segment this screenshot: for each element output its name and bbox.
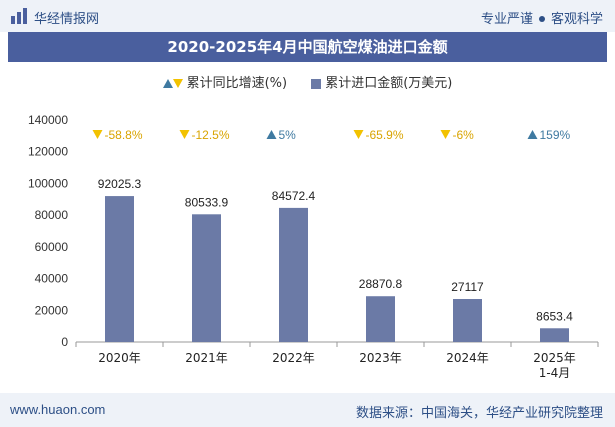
x-tick-label: 2025年 bbox=[533, 351, 576, 365]
logo-icon bbox=[11, 8, 27, 24]
top-bar: 华经情报网 专业严谨 客观科学 bbox=[0, 0, 615, 32]
x-tick-label: 2020年 bbox=[98, 351, 141, 365]
growth-label: -6% bbox=[453, 128, 475, 142]
x-tick-label: 2023年 bbox=[359, 351, 402, 365]
legend: 累计同比增速(%) 累计进口金额(万美元) bbox=[0, 72, 615, 91]
y-tick-label: 140000 bbox=[28, 113, 68, 127]
legend-bar-swatch bbox=[311, 78, 322, 89]
y-tick-label: 20000 bbox=[35, 303, 69, 317]
tagline-right: 客观科学 bbox=[550, 12, 603, 27]
bar bbox=[192, 214, 221, 342]
bar-value-label: 28870.8 bbox=[359, 277, 403, 291]
growth-down-icon bbox=[440, 130, 451, 139]
brand-name: 华经情报网 bbox=[34, 12, 100, 27]
footer: www.huaon.com 数据来源：中国海关，华经产业研究院整理 bbox=[0, 393, 615, 427]
growth-label: 5% bbox=[279, 128, 297, 142]
growth-label: 159% bbox=[540, 128, 571, 142]
x-tick-label: 1-4月 bbox=[539, 366, 571, 380]
bar bbox=[366, 296, 395, 342]
bar-value-label: 84572.4 bbox=[272, 189, 316, 203]
bar bbox=[105, 196, 134, 342]
y-tick-label: 40000 bbox=[35, 272, 69, 286]
legend-amount-label: 累计进口金额(万美元) bbox=[325, 76, 453, 91]
triangle-up-icon bbox=[162, 79, 173, 88]
x-tick-label: 2024年 bbox=[446, 351, 489, 365]
bar-chart: 0 20000 40000 60000 80000 100000 120000 140000 9… bbox=[28, 113, 599, 380]
chart-title: 2020-2025年4月中国航空煤油进口金额 bbox=[167, 38, 448, 56]
dot-separator-icon bbox=[538, 15, 545, 22]
legend-growth-label: 累计同比增速(%) bbox=[186, 76, 288, 91]
bar-value-label: 92025.3 bbox=[98, 177, 142, 191]
y-tick-label: 120000 bbox=[28, 145, 68, 159]
growth-up-icon bbox=[527, 130, 538, 139]
growth-down-icon bbox=[179, 130, 190, 139]
bar bbox=[279, 207, 308, 342]
y-tick-label: 0 bbox=[61, 335, 68, 349]
footer-source: 数据来源：中国海关，华经产业研究院整理 bbox=[355, 406, 603, 421]
footer-site: www.huaon.com bbox=[10, 402, 106, 417]
bar bbox=[540, 328, 569, 342]
y-tick-label: 80000 bbox=[35, 208, 69, 222]
legend-growth: 累计同比增速(%) bbox=[162, 72, 288, 91]
tagline-left: 专业严谨 bbox=[480, 12, 533, 27]
tagline: 专业严谨 客观科学 bbox=[481, 8, 603, 27]
title-bar: 2020-2025年4月中国航空煤油进口金额 bbox=[8, 32, 607, 62]
triangle-down-icon bbox=[172, 79, 183, 88]
y-tick-label: 60000 bbox=[35, 240, 69, 254]
growth-down-icon bbox=[92, 130, 103, 139]
x-tick-label: 2022年 bbox=[272, 351, 315, 365]
growth-label: -12.5% bbox=[192, 128, 230, 142]
x-tick-label: 2021年 bbox=[185, 351, 228, 365]
growth-up-icon bbox=[266, 130, 277, 139]
growth-down-icon bbox=[353, 130, 364, 139]
bar-value-label: 27117 bbox=[451, 280, 484, 294]
growth-label: -58.8% bbox=[105, 128, 143, 142]
y-tick-label: 100000 bbox=[28, 176, 68, 190]
growth-label: -65.9% bbox=[366, 128, 404, 142]
bar-value-label: 8653.4 bbox=[536, 309, 573, 323]
legend-amount: 累计进口金额(万美元) bbox=[311, 72, 452, 91]
bar-value-label: 80533.9 bbox=[185, 195, 229, 209]
bar bbox=[453, 299, 482, 342]
